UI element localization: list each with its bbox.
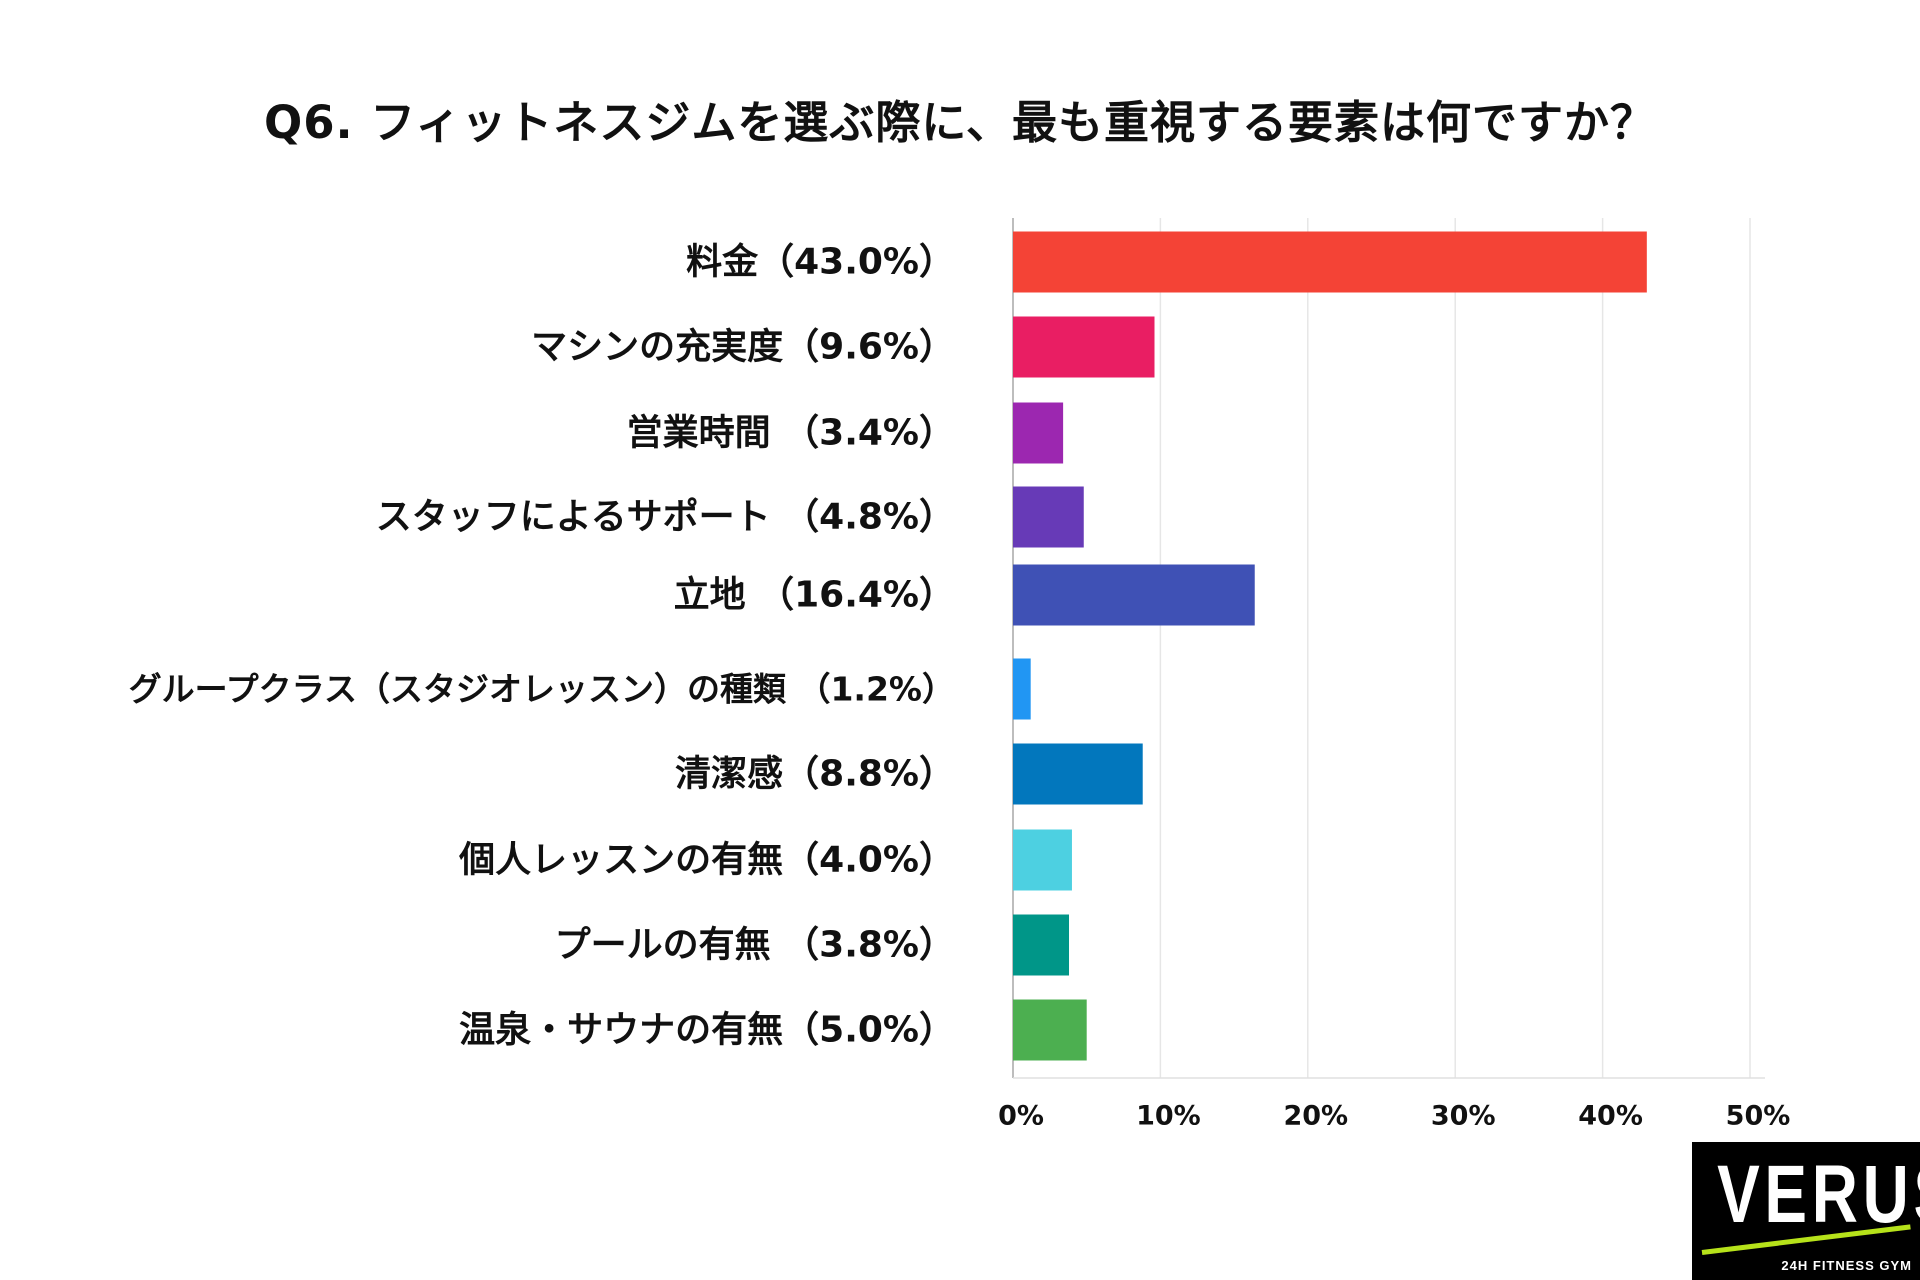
brand-name: VERUS [1717, 1149, 1920, 1240]
bar-5 [1013, 658, 1031, 720]
category-labels: 料金（43.0%） マシンの充実度（9.6%） 営業時間 （3.4%） スタッフによる… [129, 241, 955, 1051]
category-label-8: プールの有無 （3.8%） [555, 925, 955, 966]
brand-logo: VERUS 24H FITNESS GYM [1692, 1142, 1920, 1280]
bar-2 [1013, 402, 1064, 464]
x-tick-labels: 0% 10% 20% 30% 40% 50% [998, 1101, 1790, 1132]
category-label-2: 営業時間 （3.4%） [627, 413, 955, 454]
bar-0 [1013, 231, 1647, 293]
x-tick-label-50: 50% [1726, 1101, 1791, 1132]
x-tick-label-30: 30% [1431, 1101, 1496, 1132]
brand-tagline: 24H FITNESS GYM [1781, 1258, 1912, 1273]
bars [1013, 231, 1647, 1061]
category-label-4: 立地 （16.4%） [674, 575, 955, 616]
x-tick-label-10: 10% [1136, 1101, 1201, 1132]
category-label-6: 清潔感（8.8%） [675, 754, 955, 795]
bar-9 [1013, 999, 1087, 1061]
bar-3 [1013, 486, 1084, 548]
category-label-0: 料金（43.0%） [686, 241, 955, 283]
x-tick-label-40: 40% [1578, 1101, 1643, 1132]
category-label-5: グループクラス（スタジオレッスン）の種類 （1.2%） [129, 670, 955, 709]
category-label-7: 個人レッスンの有無（4.0%） [458, 840, 955, 881]
category-label-1: マシンの充実度（9.6%） [531, 327, 955, 368]
bar-1 [1013, 316, 1155, 378]
x-tick-label-0: 0% [998, 1101, 1044, 1132]
category-label-3: スタッフによるサポート （4.8%） [376, 496, 955, 538]
x-tick-label-20: 20% [1283, 1101, 1348, 1132]
bar-8 [1013, 914, 1070, 976]
category-label-9: 温泉・サウナの有無（5.0%） [459, 1010, 955, 1051]
bar-4 [1013, 564, 1255, 626]
chart-title: Q6. フィットネスジムを選ぶ際に、最も重視する要素は何ですか？ [263, 96, 1657, 149]
bar-6 [1013, 743, 1143, 805]
bar-7 [1013, 829, 1072, 891]
